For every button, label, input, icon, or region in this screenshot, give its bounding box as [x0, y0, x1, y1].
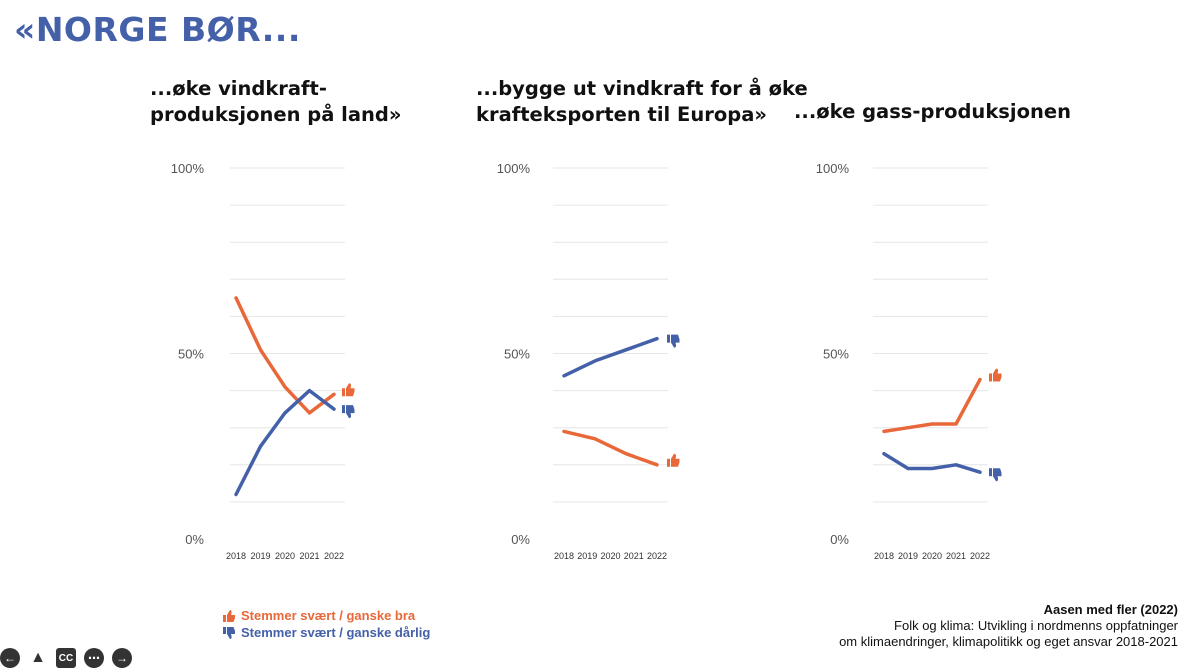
- series-line-positive: [882, 377, 982, 434]
- x-tick-label: 2020: [600, 551, 620, 561]
- pointer-icon[interactable]: ▲: [30, 649, 46, 666]
- legend-positive: Stemmer svært / ganske bra: [222, 608, 415, 623]
- chart-title-wind-export: ...bygge ut vindkraft for å øke krafteks…: [476, 76, 808, 128]
- captions-icon[interactable]: CC: [56, 648, 76, 668]
- x-tick-label: 2019: [250, 551, 270, 561]
- thumbs-down-icon: [342, 405, 355, 419]
- thumbs-down-icon: [989, 468, 1002, 482]
- source-citation: Aasen med fler (2022) Folk og klima: Utv…: [839, 602, 1178, 650]
- page-title: «NORGE BØR...: [14, 10, 301, 49]
- chart-title-line: ...øke vindkraft-: [150, 77, 327, 100]
- series-line-negative: [882, 451, 982, 474]
- source-title: Aasen med fler (2022): [1043, 602, 1178, 617]
- thumbs-down-icon: [667, 334, 680, 348]
- y-tick-label: 100%: [816, 161, 850, 176]
- more-icon[interactable]: ⋯: [84, 648, 104, 668]
- chart-title-gas: ...øke gass-produksjonen: [794, 99, 1071, 125]
- series-line-negative: [234, 388, 336, 497]
- chart-title-onshore-wind: ...øke vindkraft- produksjonen på land»: [150, 76, 401, 128]
- y-tick-label: 0%: [830, 532, 849, 547]
- y-tick-label: 50%: [823, 347, 849, 362]
- legend-negative: Stemmer svært / ganske dårlig: [222, 625, 430, 640]
- x-tick-label: 2019: [577, 551, 597, 561]
- source-line-2: om klimaendringer, klimapolitikk og eget…: [839, 634, 1178, 649]
- x-tick-label: 2018: [554, 551, 574, 561]
- y-tick-label: 100%: [497, 161, 531, 176]
- series-line-positive: [562, 429, 659, 467]
- y-tick-label: 0%: [511, 532, 530, 547]
- y-tick-label: 100%: [171, 161, 205, 176]
- x-tick-label: 2018: [874, 551, 894, 561]
- x-tick-label: 2020: [922, 551, 942, 561]
- thumbs-up-icon: [667, 453, 680, 467]
- y-tick-label: 0%: [185, 532, 204, 547]
- thumbs-up-icon: [342, 383, 355, 397]
- y-tick-label: 50%: [504, 347, 530, 362]
- presentation-controls: ← ▲ CC ⋯ →: [0, 648, 132, 668]
- x-tick-label: 2021: [946, 551, 966, 561]
- series-line-negative: [562, 336, 659, 378]
- chart-title-line: ...bygge ut vindkraft for å øke: [476, 77, 808, 100]
- next-icon[interactable]: →: [112, 648, 132, 668]
- x-tick-label: 2022: [970, 551, 990, 561]
- thumbs-up-icon: [989, 368, 1002, 382]
- thumbs-down-icon: [223, 626, 235, 639]
- chart-title-line: krafteksporten til Europa»: [476, 103, 767, 126]
- x-tick-label: 2019: [898, 551, 918, 561]
- x-tick-label: 2021: [299, 551, 319, 561]
- prev-icon[interactable]: ←: [0, 648, 20, 668]
- chart-title-line: produksjonen på land»: [150, 103, 402, 126]
- legend-positive-label: Stemmer svært / ganske bra: [241, 608, 416, 623]
- source-line-1: Folk og klima: Utvikling i nordmenns opp…: [894, 618, 1178, 633]
- x-tick-label: 2021: [624, 551, 644, 561]
- x-tick-label: 2022: [647, 551, 667, 561]
- y-tick-label: 50%: [178, 347, 204, 362]
- chart-title-line: ...øke gass-produksjonen: [794, 100, 1071, 123]
- thumbs-up-icon: [223, 609, 235, 622]
- x-tick-label: 2022: [324, 551, 344, 561]
- series-line-positive: [234, 296, 336, 415]
- legend-negative-label: Stemmer svært / ganske dårlig: [241, 625, 431, 640]
- x-tick-label: 2018: [226, 551, 246, 561]
- x-tick-label: 2020: [275, 551, 295, 561]
